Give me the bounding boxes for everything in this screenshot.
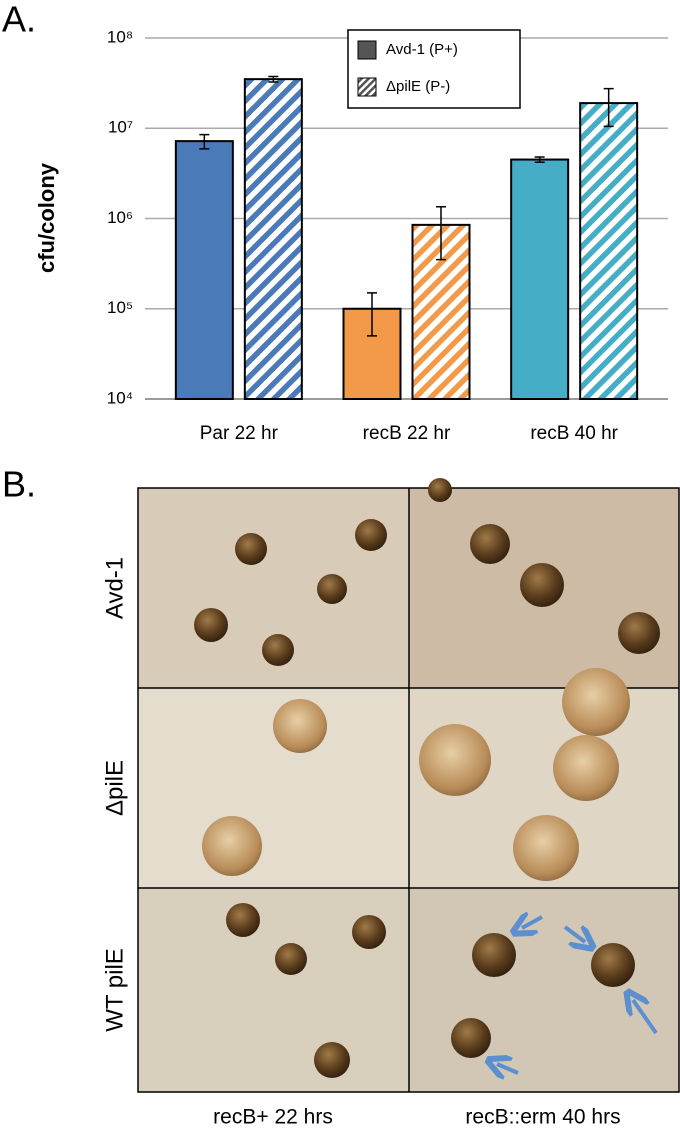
legend-swatch — [357, 40, 377, 60]
x-tick-label: recB 22 hr — [363, 423, 451, 444]
panel-label: B. — [2, 464, 36, 505]
y-tick-label: 10⁵ — [107, 298, 133, 317]
bar — [579, 102, 639, 400]
legend-label: Avd-1 (P+) — [386, 41, 458, 58]
column-label: recB+ 22 hrs — [213, 1106, 333, 1129]
photo-grid — [137, 478, 680, 1093]
column-label: recB::erm 40 hrs — [465, 1106, 620, 1129]
legend-swatch — [357, 77, 377, 97]
bar — [174, 140, 234, 401]
error-bar — [268, 75, 279, 83]
row-label: ΔpilE — [101, 760, 128, 816]
row-label: WT pilE — [101, 948, 128, 1032]
legend-label: ΔpilE (P-) — [386, 78, 450, 95]
y-tick-label: 10⁸ — [107, 27, 133, 46]
error-bar — [367, 292, 377, 337]
x-tick-label: recB 40 hr — [530, 423, 618, 444]
y-tick-label: 10⁴ — [107, 388, 133, 407]
error-bar — [534, 156, 545, 164]
bar — [243, 78, 303, 400]
bar — [510, 158, 570, 400]
legend-box — [347, 29, 521, 109]
panel-label: A. — [2, 0, 36, 40]
y-tick-label: 10⁶ — [107, 208, 133, 227]
y-tick-label: 10⁷ — [108, 118, 133, 137]
x-tick-label: Par 22 hr — [200, 423, 279, 444]
error-bar — [603, 87, 614, 128]
row-label: Avd-1 — [101, 557, 128, 619]
error-bar — [199, 133, 210, 150]
y-axis-label: cfu/colony — [34, 162, 59, 273]
error-bar — [436, 205, 446, 261]
